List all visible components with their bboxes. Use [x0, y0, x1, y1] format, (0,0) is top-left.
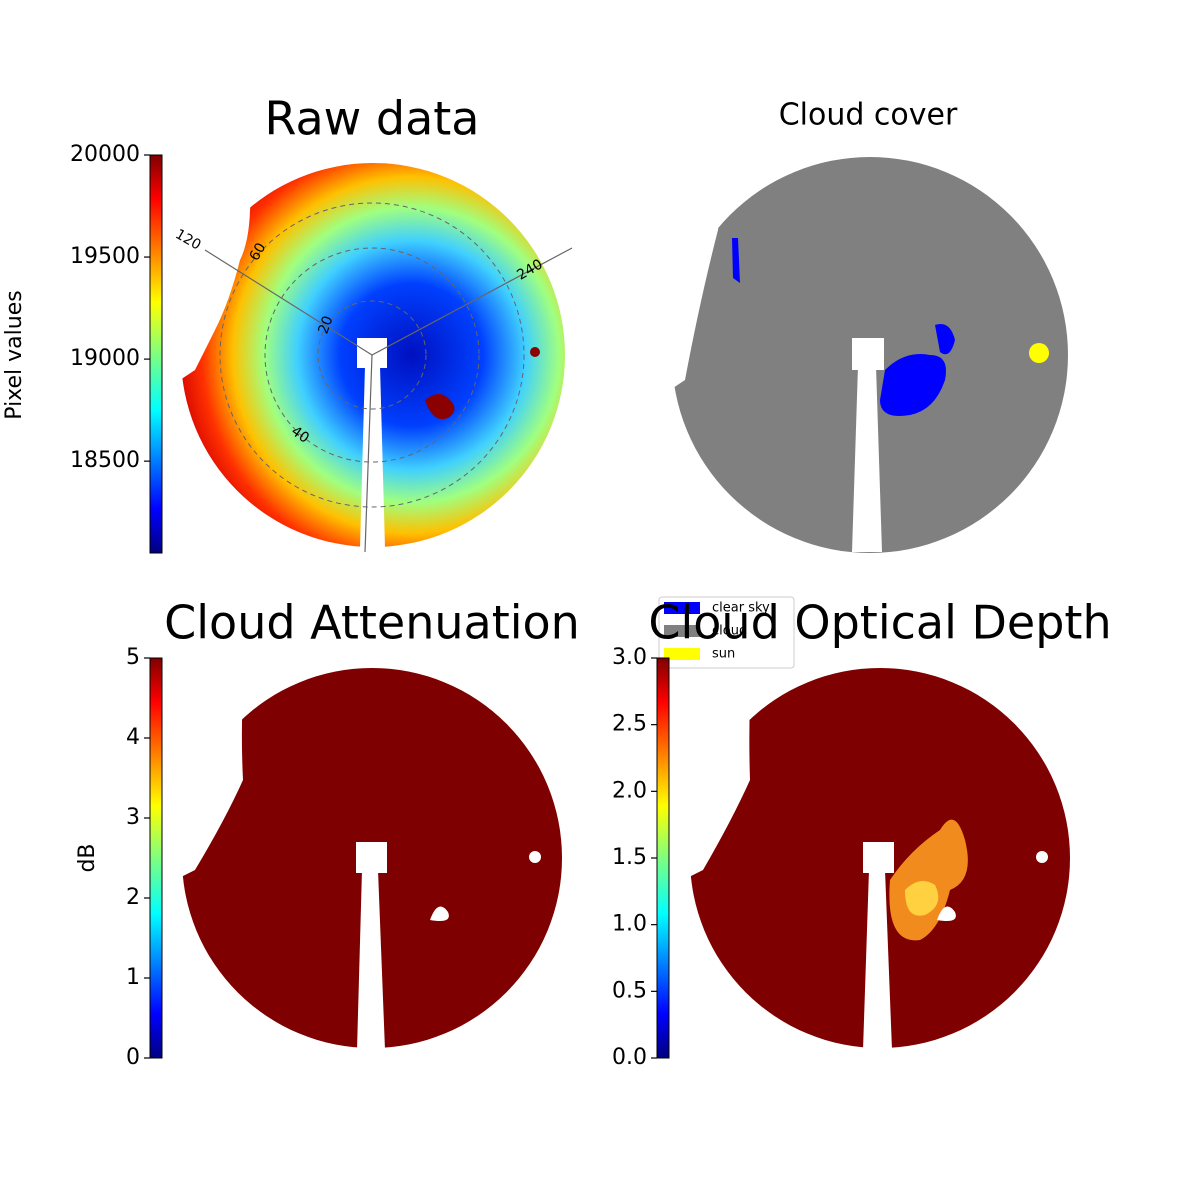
- colorbar-tick-label: 2: [126, 885, 140, 910]
- panel-title: Cloud Attenuation: [164, 596, 580, 650]
- colorbar-tick-label: 3: [126, 805, 140, 830]
- colorbar-tick-label: 1.0: [612, 912, 647, 937]
- colorbar-tick-label: 19000: [70, 346, 140, 371]
- colorbar-label: Pixel values: [2, 290, 27, 419]
- legend-label: cloud: [712, 624, 747, 639]
- colorbar-label: dB: [75, 843, 100, 872]
- colorbar-tick-label: 3.0: [612, 645, 647, 670]
- legend-swatch: [664, 648, 700, 660]
- cloud-mask-image: [670, 150, 1068, 553]
- raw-image: [180, 160, 573, 553]
- panel-title: Cloud cover: [779, 98, 958, 133]
- colorbar-tick-label: 19500: [70, 244, 140, 269]
- colorbar: [656, 657, 670, 1059]
- colorbar-tick-label: 20000: [70, 142, 140, 167]
- legend-swatch: [664, 602, 700, 614]
- colorbar-tick-label: 0.5: [612, 978, 647, 1003]
- colorbar: [149, 154, 163, 554]
- colorbar-tick-label: 0: [126, 1045, 140, 1070]
- legend-label: sun: [712, 647, 735, 662]
- colorbar-tick-label: 0.0: [612, 1045, 647, 1070]
- attenuation-image: [175, 660, 562, 1050]
- polar-radius-label: 60: [247, 240, 270, 263]
- colorbar-tick-label: 2.5: [612, 712, 647, 737]
- colorbar-tick-label: 1: [126, 965, 140, 990]
- colorbar-tick-label: 4: [126, 725, 140, 750]
- panel-title: Cloud Optical Depth: [648, 596, 1111, 650]
- optical-depth-image: [683, 660, 1070, 1050]
- colorbar-tick-label: 18500: [70, 448, 140, 473]
- polar-radius-label: 20: [315, 314, 336, 336]
- colorbar-tick-label: 5: [126, 645, 140, 670]
- legend-swatch: [664, 625, 700, 637]
- legend-label: clear sky: [712, 601, 770, 616]
- colorbar-tick-label: 2.0: [612, 778, 647, 803]
- colorbar-tick-label: 1.5: [612, 845, 647, 870]
- colorbar: [149, 657, 163, 1059]
- panel-title: Raw data: [265, 92, 480, 146]
